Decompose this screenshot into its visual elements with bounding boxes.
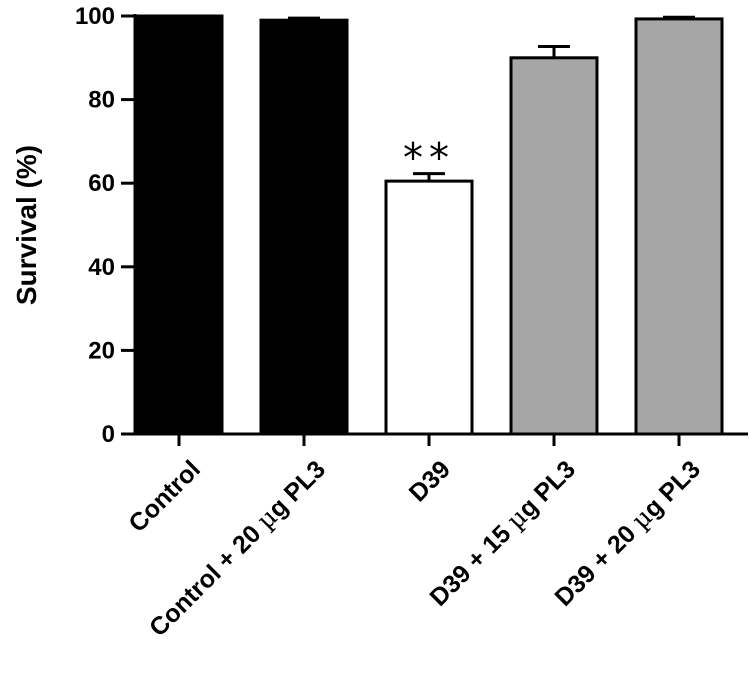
y-tick-label-40: 40 bbox=[88, 254, 115, 281]
x-tick-label-3: D39 bbox=[403, 455, 455, 507]
y-tick-label-100: 100 bbox=[75, 3, 115, 30]
y-tick-label-0: 0 bbox=[102, 421, 115, 448]
significance-marker: ** bbox=[403, 136, 455, 182]
bar-3 bbox=[384, 179, 474, 436]
y-tick-label-20: 20 bbox=[88, 337, 115, 364]
y-axis-title: Survival (%) bbox=[11, 145, 42, 305]
bar-4 bbox=[509, 56, 599, 436]
bar-2 bbox=[259, 18, 349, 436]
bar-1 bbox=[134, 14, 224, 436]
y-tick-label-60: 60 bbox=[88, 170, 115, 197]
bar-5 bbox=[634, 17, 724, 436]
y-tick-label-80: 80 bbox=[88, 87, 115, 114]
x-tick-label-1: Control bbox=[123, 455, 206, 538]
